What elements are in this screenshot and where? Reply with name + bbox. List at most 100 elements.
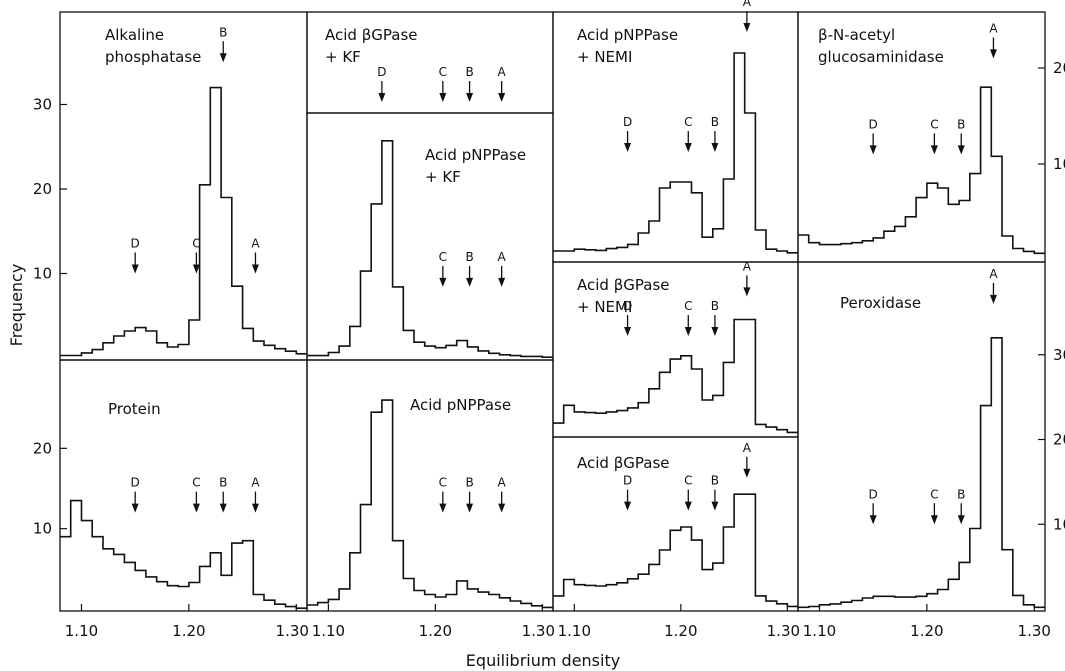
peak-marker-label: A: [251, 476, 260, 490]
y-tick-label: 30: [33, 96, 52, 114]
peak-marker-label: B: [711, 299, 719, 313]
peak-marker-arrowhead: [439, 503, 447, 513]
peak-marker-arrowhead: [192, 264, 200, 274]
x-tick-label: 1.20: [664, 622, 697, 640]
peak-marker-label: D: [377, 65, 386, 79]
peak-marker-c: C: [684, 115, 692, 152]
peak-marker-arrowhead: [711, 327, 719, 336]
peak-marker-label: C: [684, 474, 692, 488]
peak-marker-d: D: [869, 117, 878, 155]
peak-marker-label: B: [465, 250, 473, 264]
x-tick-label: 1.10: [558, 622, 591, 640]
peak-marker-label: C: [439, 65, 447, 79]
peak-marker-d: D: [623, 115, 632, 152]
panel-title-alkaline: Alkaline: [105, 26, 164, 44]
peak-marker-label: A: [743, 259, 752, 273]
y-tick-label: 10: [33, 520, 52, 538]
peak-marker-arrowhead: [624, 501, 632, 511]
x-tick-label: 1.30: [767, 622, 800, 640]
peak-marker-arrowhead: [466, 277, 474, 287]
histogram-trace-acid_pnppase: [307, 399, 553, 609]
peak-marker-a: A: [989, 267, 998, 304]
peak-marker-label: A: [498, 65, 507, 79]
y-tick-label: 20: [1053, 59, 1065, 77]
panel-frame-acid_bgpase: [552, 436, 799, 612]
peak-marker-a: A: [251, 237, 260, 274]
histogram-trace-nag: [798, 86, 1045, 255]
peak-marker-label: D: [869, 117, 878, 131]
peak-marker-c: C: [192, 476, 201, 513]
panel-title-nag: glucosaminidase: [818, 48, 944, 66]
x-tick-label: 1.30: [276, 622, 309, 640]
peak-marker-c: C: [439, 65, 447, 102]
x-tick-label: 1.10: [65, 622, 98, 640]
peak-marker-arrowhead: [684, 501, 692, 511]
peak-marker-label: D: [623, 115, 632, 129]
peak-marker-a: A: [498, 250, 507, 287]
peak-marker-label: A: [743, 0, 752, 9]
panel-title-acid_bgpase_kf: + KF: [325, 48, 361, 66]
peak-marker-label: D: [131, 237, 140, 251]
peak-marker-arrowhead: [711, 143, 719, 152]
peak-marker-label: C: [930, 117, 938, 131]
y-tick-label: 20: [33, 439, 52, 457]
peak-marker-label: B: [219, 25, 227, 39]
peak-marker-label: B: [957, 487, 965, 501]
peak-marker-arrowhead: [743, 287, 751, 297]
peak-marker-arrowhead: [378, 93, 386, 102]
panel-title-acid_bgpase_nemi: + NEMI: [577, 298, 632, 316]
peak-marker-c: C: [439, 250, 447, 287]
peak-marker-label: C: [439, 250, 447, 264]
panel-frames: [59, 11, 1046, 612]
panel-frame-protein: [59, 359, 308, 612]
peak-marker-b: B: [465, 476, 474, 513]
x-tick-label: 1.20: [419, 622, 452, 640]
peak-marker-c: C: [439, 476, 447, 513]
peak-marker-a: A: [498, 476, 507, 513]
panel-title-acid_pnppase_kf: Acid pNPPase: [425, 146, 526, 164]
peak-marker-arrowhead: [711, 501, 719, 511]
peak-markers: D C B A D C B A C B A D C B A D C B A D C B A D C B A D C B A C B A D C B A: [131, 0, 998, 525]
peak-marker-arrowhead: [684, 327, 692, 336]
panel-frame-peroxidase: [797, 261, 1046, 612]
histogram-trace-alkaline: [60, 86, 307, 357]
y-tick-label: 20: [1053, 431, 1065, 449]
histogram-trace-acid_pnppase_nemi: [553, 52, 798, 254]
histogram-trace-acid_bgpase_nemi: [553, 318, 798, 434]
panel-title-acid_pnppase: Acid pNPPase: [410, 396, 511, 414]
peak-marker-arrowhead: [219, 503, 227, 513]
peak-marker-c: C: [192, 237, 201, 274]
peak-marker-arrowhead: [989, 294, 997, 304]
peak-marker-arrowhead: [131, 503, 139, 513]
peak-marker-label: A: [989, 267, 998, 281]
peak-marker-b: B: [465, 65, 474, 102]
panel-title-acid_pnppase_nemi: Acid pNPPase: [577, 26, 678, 44]
peak-marker-b: B: [465, 250, 474, 287]
histogram-traces: [60, 52, 1045, 609]
peak-marker-arrowhead: [930, 145, 938, 155]
peak-marker-label: B: [711, 474, 719, 488]
peak-marker-a: A: [743, 441, 752, 478]
peak-marker-b: B: [711, 474, 719, 511]
peak-marker-b: B: [219, 476, 227, 513]
peak-marker-arrowhead: [957, 145, 965, 155]
histogram-trace-peroxidase: [798, 337, 1045, 609]
peak-marker-arrowhead: [466, 503, 474, 513]
peak-marker-a: A: [743, 0, 752, 32]
peak-marker-label: B: [711, 115, 719, 129]
x-tick-label: 1.10: [312, 622, 345, 640]
panel-title-alkaline: phosphatase: [105, 48, 201, 66]
peak-marker-label: B: [219, 476, 227, 490]
peak-marker-label: C: [684, 299, 692, 313]
peak-marker-arrowhead: [439, 93, 447, 102]
peak-marker-label: A: [498, 476, 507, 490]
y-tick-label: 10: [33, 265, 52, 283]
panel-titles: Alkaline phosphatase Acid βGPase + KF Acid p…: [105, 26, 944, 472]
peak-marker-arrowhead: [466, 93, 474, 102]
histogram-trace-acid_pnppase_kf: [307, 140, 553, 358]
peak-marker-arrowhead: [498, 277, 506, 287]
peak-marker-d: D: [131, 237, 140, 274]
histogram-trace-protein: [60, 499, 307, 609]
peak-marker-label: A: [498, 250, 507, 264]
peak-marker-label: C: [930, 487, 938, 501]
